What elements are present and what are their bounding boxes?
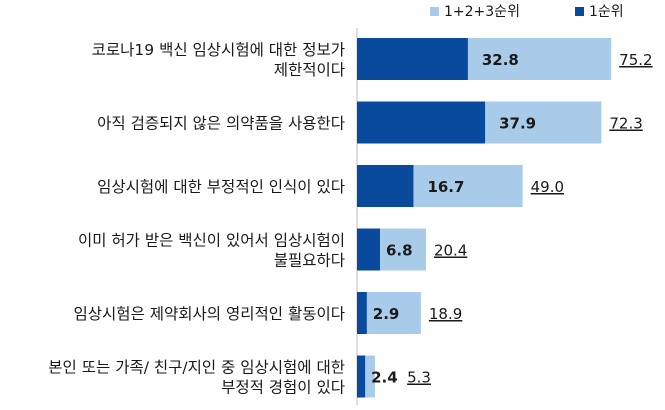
bar-first xyxy=(357,165,414,207)
value-label-first: 2.4 xyxy=(371,369,398,387)
value-label-total: 72.3 xyxy=(609,115,642,133)
category-label-line: 임상시험에 대한 부정적인 인식이 있다 xyxy=(97,178,345,196)
value-label-first: 32.8 xyxy=(482,51,519,69)
legend-swatch-first xyxy=(575,7,584,16)
category-label-line: 본인 또는 가족/ 친구/지인 중 임상시험에 대한 xyxy=(48,359,345,377)
bar-total xyxy=(357,292,421,334)
category-label: 아직 검증되지 않은 의약품을 사용한다 xyxy=(97,115,345,133)
value-label-total: 75.2 xyxy=(619,51,652,69)
legend: 1+2+3순위 1순위 xyxy=(430,4,624,20)
category-label-line: 이미 허가 받은 백신이 있어서 임상시험이 xyxy=(78,232,345,250)
category-label-line: 임상시험은 제약회사의 영리적인 활동이다 xyxy=(74,305,345,323)
value-label-total: 20.4 xyxy=(434,242,467,260)
category-label-line: 제한적이다 xyxy=(274,61,345,79)
value-label-total: 5.3 xyxy=(407,369,431,387)
bar-first xyxy=(357,38,468,80)
legend-swatch-total xyxy=(430,7,439,16)
legend-label-first: 1순위 xyxy=(589,4,624,20)
bars: 32.8 75.2 37.9 72.3 16.7 49.0 6.8 20.4 2.9 18.9 2.… xyxy=(357,38,653,398)
value-label-first: 2.9 xyxy=(373,305,400,323)
value-label-total: 18.9 xyxy=(429,305,462,323)
bar-first xyxy=(357,355,366,398)
bar-first xyxy=(357,101,486,144)
category-label: 임상시험은 제약회사의 영리적인 활동이다 xyxy=(74,305,345,323)
category-label-line: 부정적 경험이 있다 xyxy=(221,379,345,397)
value-label-first: 37.9 xyxy=(499,115,536,133)
category-label: 임상시험에 대한 부정적인 인식이 있다 xyxy=(97,178,345,196)
value-label-first: 6.8 xyxy=(386,242,413,260)
value-label-total: 49.0 xyxy=(531,178,564,196)
value-label-first: 16.7 xyxy=(427,178,464,196)
category-label-line: 불필요하다 xyxy=(274,252,345,270)
category-label-line: 코로나19 백신 임상시험에 대한 정보가 xyxy=(92,41,345,59)
bar-first xyxy=(357,228,380,271)
bar-first xyxy=(357,292,367,334)
legend-label-total: 1+2+3순위 xyxy=(444,4,520,20)
category-label-line: 아직 검증되지 않은 의약품을 사용한다 xyxy=(97,115,345,133)
